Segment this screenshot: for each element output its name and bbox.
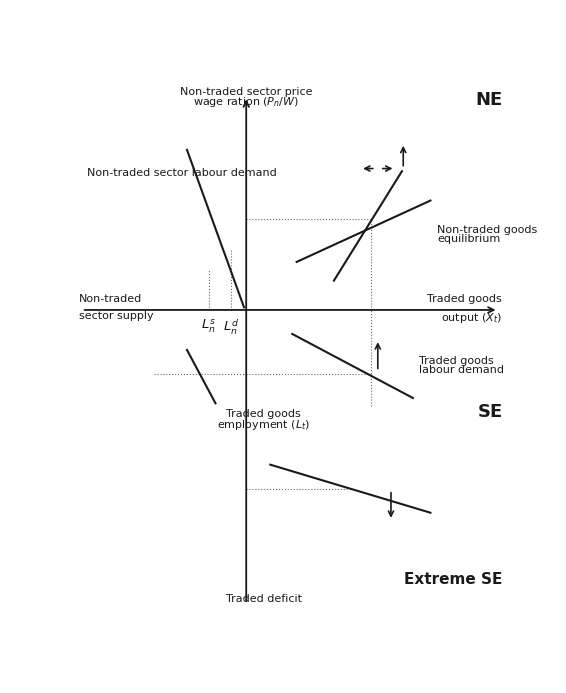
- Text: Non-traded sector labour demand: Non-traded sector labour demand: [87, 168, 277, 178]
- Text: $L_n^d$: $L_n^d$: [223, 318, 239, 337]
- Text: Traded goods: Traded goods: [226, 409, 301, 419]
- Text: wage ration ($P_n/W$): wage ration ($P_n/W$): [193, 95, 299, 109]
- Text: Traded goods: Traded goods: [419, 356, 494, 366]
- Text: Non-traded sector price: Non-traded sector price: [180, 87, 312, 98]
- Text: NE: NE: [475, 91, 503, 109]
- Text: Traded deficit: Traded deficit: [226, 595, 302, 604]
- Text: Non-traded goods: Non-traded goods: [437, 225, 537, 235]
- Text: output ($X_t$): output ($X_t$): [440, 311, 501, 325]
- Text: SE: SE: [478, 403, 503, 421]
- Text: Non-traded: Non-traded: [79, 294, 142, 304]
- Text: Traded goods: Traded goods: [427, 294, 501, 304]
- Text: employment ($L_t$): employment ($L_t$): [217, 418, 310, 432]
- Text: equilibrium: equilibrium: [437, 234, 500, 244]
- Text: Extreme SE: Extreme SE: [405, 572, 503, 588]
- Text: labour demand: labour demand: [419, 365, 504, 375]
- Text: $L_n^s$: $L_n^s$: [201, 318, 216, 335]
- Text: sector supply: sector supply: [79, 311, 153, 321]
